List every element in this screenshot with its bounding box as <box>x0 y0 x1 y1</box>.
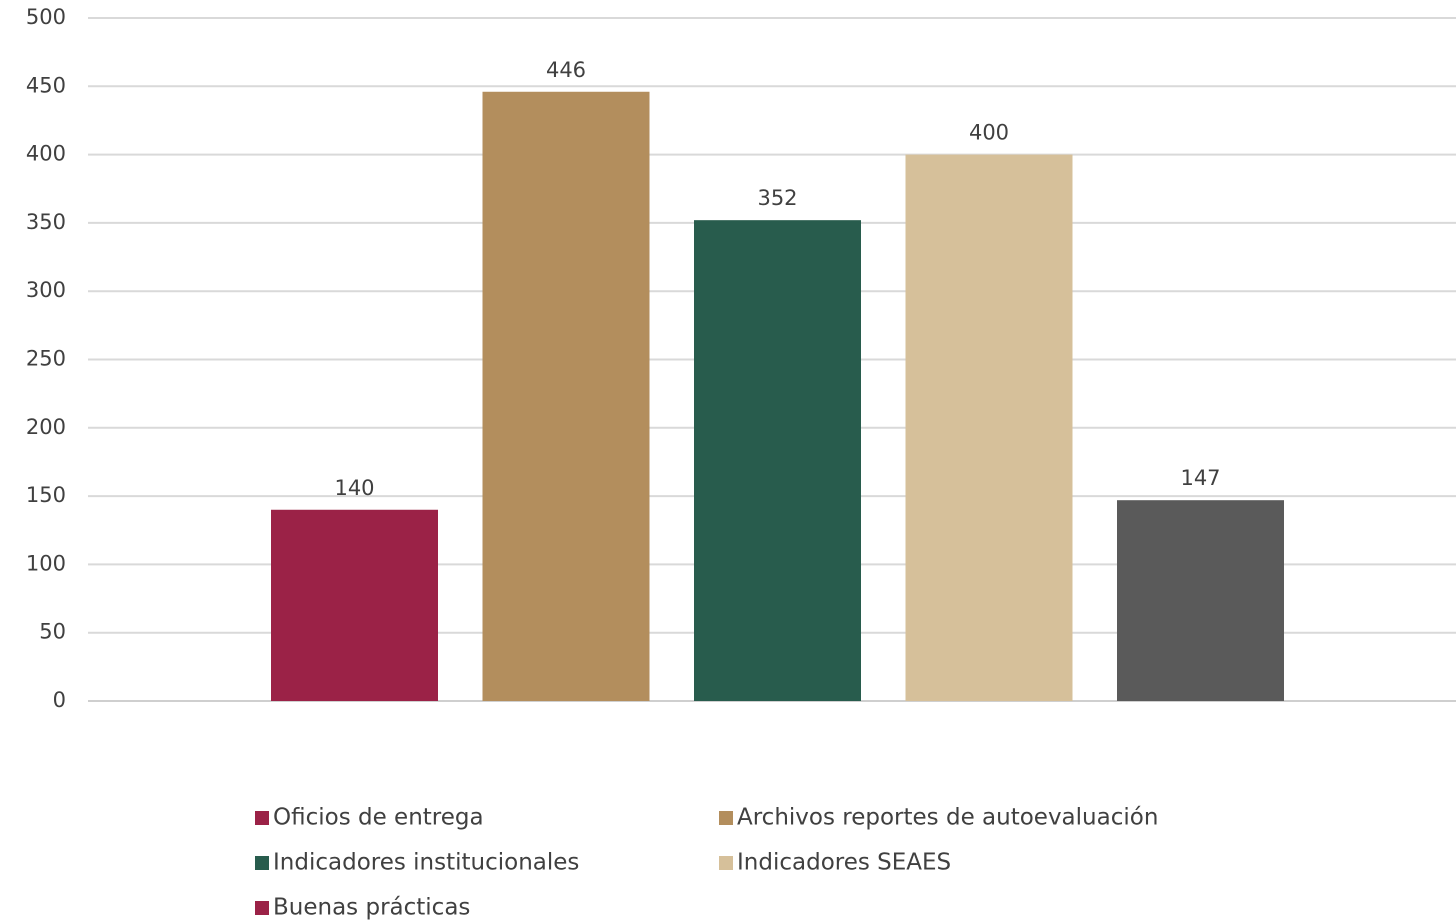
bar <box>905 154 1073 702</box>
legend-item: Indicadores SEAES <box>719 850 951 876</box>
y-tick-label: 250 <box>26 347 66 371</box>
legend-marker <box>719 811 733 825</box>
legend-label: Indicadores institucionales <box>273 850 579 876</box>
legend-label: Oficios de entrega <box>273 805 484 831</box>
bar-value-label: 352 <box>757 186 797 210</box>
y-tick-label: 350 <box>26 210 66 234</box>
y-tick-label: 200 <box>26 415 66 439</box>
legend-label: Indicadores SEAES <box>737 850 951 876</box>
y-axis: 0 50 100 150 200 250 300 350 400 450 500 <box>26 5 66 712</box>
y-tick-label: 300 <box>26 278 66 302</box>
bar <box>1117 500 1284 701</box>
bar <box>482 91 650 702</box>
legend-item: Archivos reportes de autoevaluación <box>719 805 1158 831</box>
legend: Oficios de entrega Archivos reportes de a… <box>255 805 1158 921</box>
bars <box>271 91 1284 702</box>
bar-value-label: 446 <box>546 58 586 82</box>
bar-value-label: 400 <box>969 121 1009 145</box>
y-tick-label: 400 <box>26 142 66 166</box>
y-tick-label: 500 <box>26 5 66 29</box>
legend-item: Indicadores institucionales <box>255 850 579 876</box>
legend-marker <box>719 856 733 870</box>
y-tick-label: 450 <box>26 73 66 97</box>
bar-value-label: 140 <box>334 476 374 500</box>
bar <box>271 509 438 701</box>
y-tick-label: 150 <box>26 483 66 507</box>
data-labels: 140 446 352 400 147 <box>334 58 1220 500</box>
legend-item: Buenas prácticas <box>255 895 470 921</box>
y-tick-label: 50 <box>39 620 66 644</box>
legend-marker <box>255 811 269 825</box>
legend-marker <box>255 856 269 870</box>
bar <box>694 220 861 701</box>
legend-label: Buenas prácticas <box>273 895 470 921</box>
legend-label: Archivos reportes de autoevaluación <box>737 805 1158 831</box>
bar-value-label: 147 <box>1180 466 1220 490</box>
legend-marker <box>255 901 269 915</box>
legend-item: Oficios de entrega <box>255 805 484 831</box>
y-tick-label: 0 <box>53 688 66 712</box>
y-tick-label: 100 <box>26 551 66 575</box>
